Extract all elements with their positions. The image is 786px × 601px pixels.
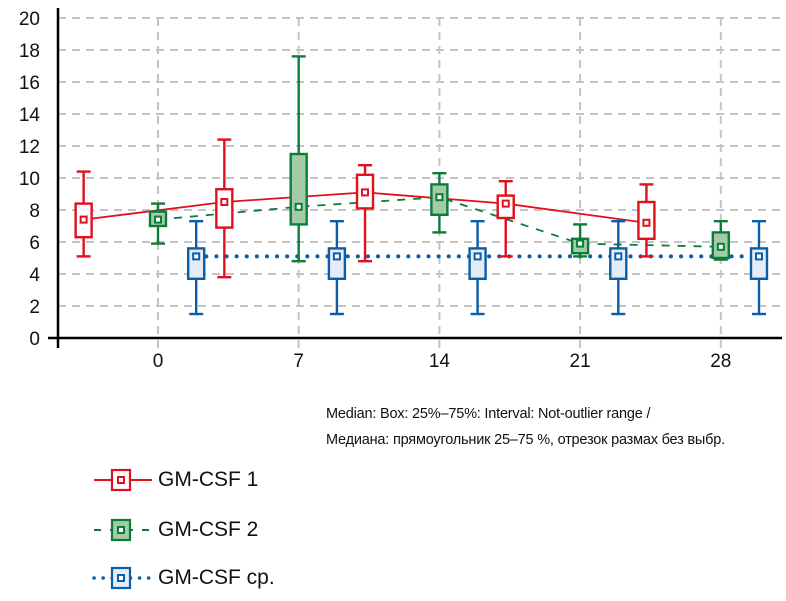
median-lines [83,191,761,259]
iqr-box [215,187,234,229]
box-1-0 [74,170,93,258]
median-marker [642,218,651,227]
legend-label: GM-CSF 2 [158,518,259,541]
box-1-28 [637,183,656,258]
median-marker [220,198,229,206]
box-3-21 [609,219,628,316]
median-marker [754,252,763,261]
median-marker [154,215,162,224]
legend-label: GM-CSF 1 [158,468,259,491]
box-2-21 [570,223,590,258]
box-3-0 [186,219,206,316]
y-tick-label: 2 [29,297,40,318]
x-tick-label: 28 [710,351,731,372]
x-tick-label: 7 [293,351,304,372]
median-marker [294,202,303,211]
x-axis-ticks: 0 7 14 21 28 [153,351,732,372]
legend-label: GM-CSF ср. [158,566,275,589]
box-2-7 [289,55,308,263]
y-tick-label: 14 [19,105,41,126]
legend-swatch-gm-csf-avg [92,566,154,590]
y-tick-label: 0 [29,329,40,350]
grid-lines [58,17,780,348]
box-1-14 [355,163,375,263]
x-tick-label: 14 [429,351,451,372]
median-marker [361,188,370,197]
y-axis-ticks: 0 2 4 6 8 10 12 14 16 18 20 [19,9,41,350]
median-marker [192,252,201,261]
chart-note-ru: Медиана: прямоугольник 25–75 %, отрезок … [326,432,725,448]
y-tick-label: 20 [19,9,40,30]
box-1-21 [496,179,515,258]
median-marker [716,242,725,251]
median-marker [79,215,88,224]
legend-item-gm-csf-2: GM-CSF 2 [90,514,258,546]
box-marks [74,55,769,316]
y-tick-label: 12 [19,137,40,158]
box-2-14 [430,171,449,234]
x-tick-label: 0 [153,351,164,372]
median-marker [614,252,623,261]
median-marker [435,193,444,202]
box-2-0 [148,202,168,245]
box-1-7 [215,138,234,279]
legend-item-gm-csf-avg: GM-CSF ср. [90,562,275,594]
legend-swatch-gm-csf-1 [94,468,152,492]
x-tick-label: 21 [570,351,591,372]
box-3-28 [749,219,769,316]
median-marker [473,252,482,261]
legend-swatch-gm-csf-2 [94,518,152,542]
box-3-14 [468,219,487,316]
iqr-box [289,152,308,226]
median-marker [501,199,510,208]
y-tick-label: 4 [29,265,40,286]
legend-item-gm-csf-1: GM-CSF 1 [90,464,258,496]
box-2-28 [711,219,730,261]
y-tick-label: 18 [19,41,40,62]
y-tick-label: 6 [29,233,40,254]
box-3-7 [327,219,347,316]
y-tick-label: 10 [19,169,40,190]
chart-note-en: Median: Box: 25%–75%: Interval: Not-outl… [326,406,651,422]
median-marker [332,252,341,261]
median-marker [576,239,585,248]
y-tick-label: 8 [29,201,40,222]
y-tick-label: 16 [19,73,40,94]
